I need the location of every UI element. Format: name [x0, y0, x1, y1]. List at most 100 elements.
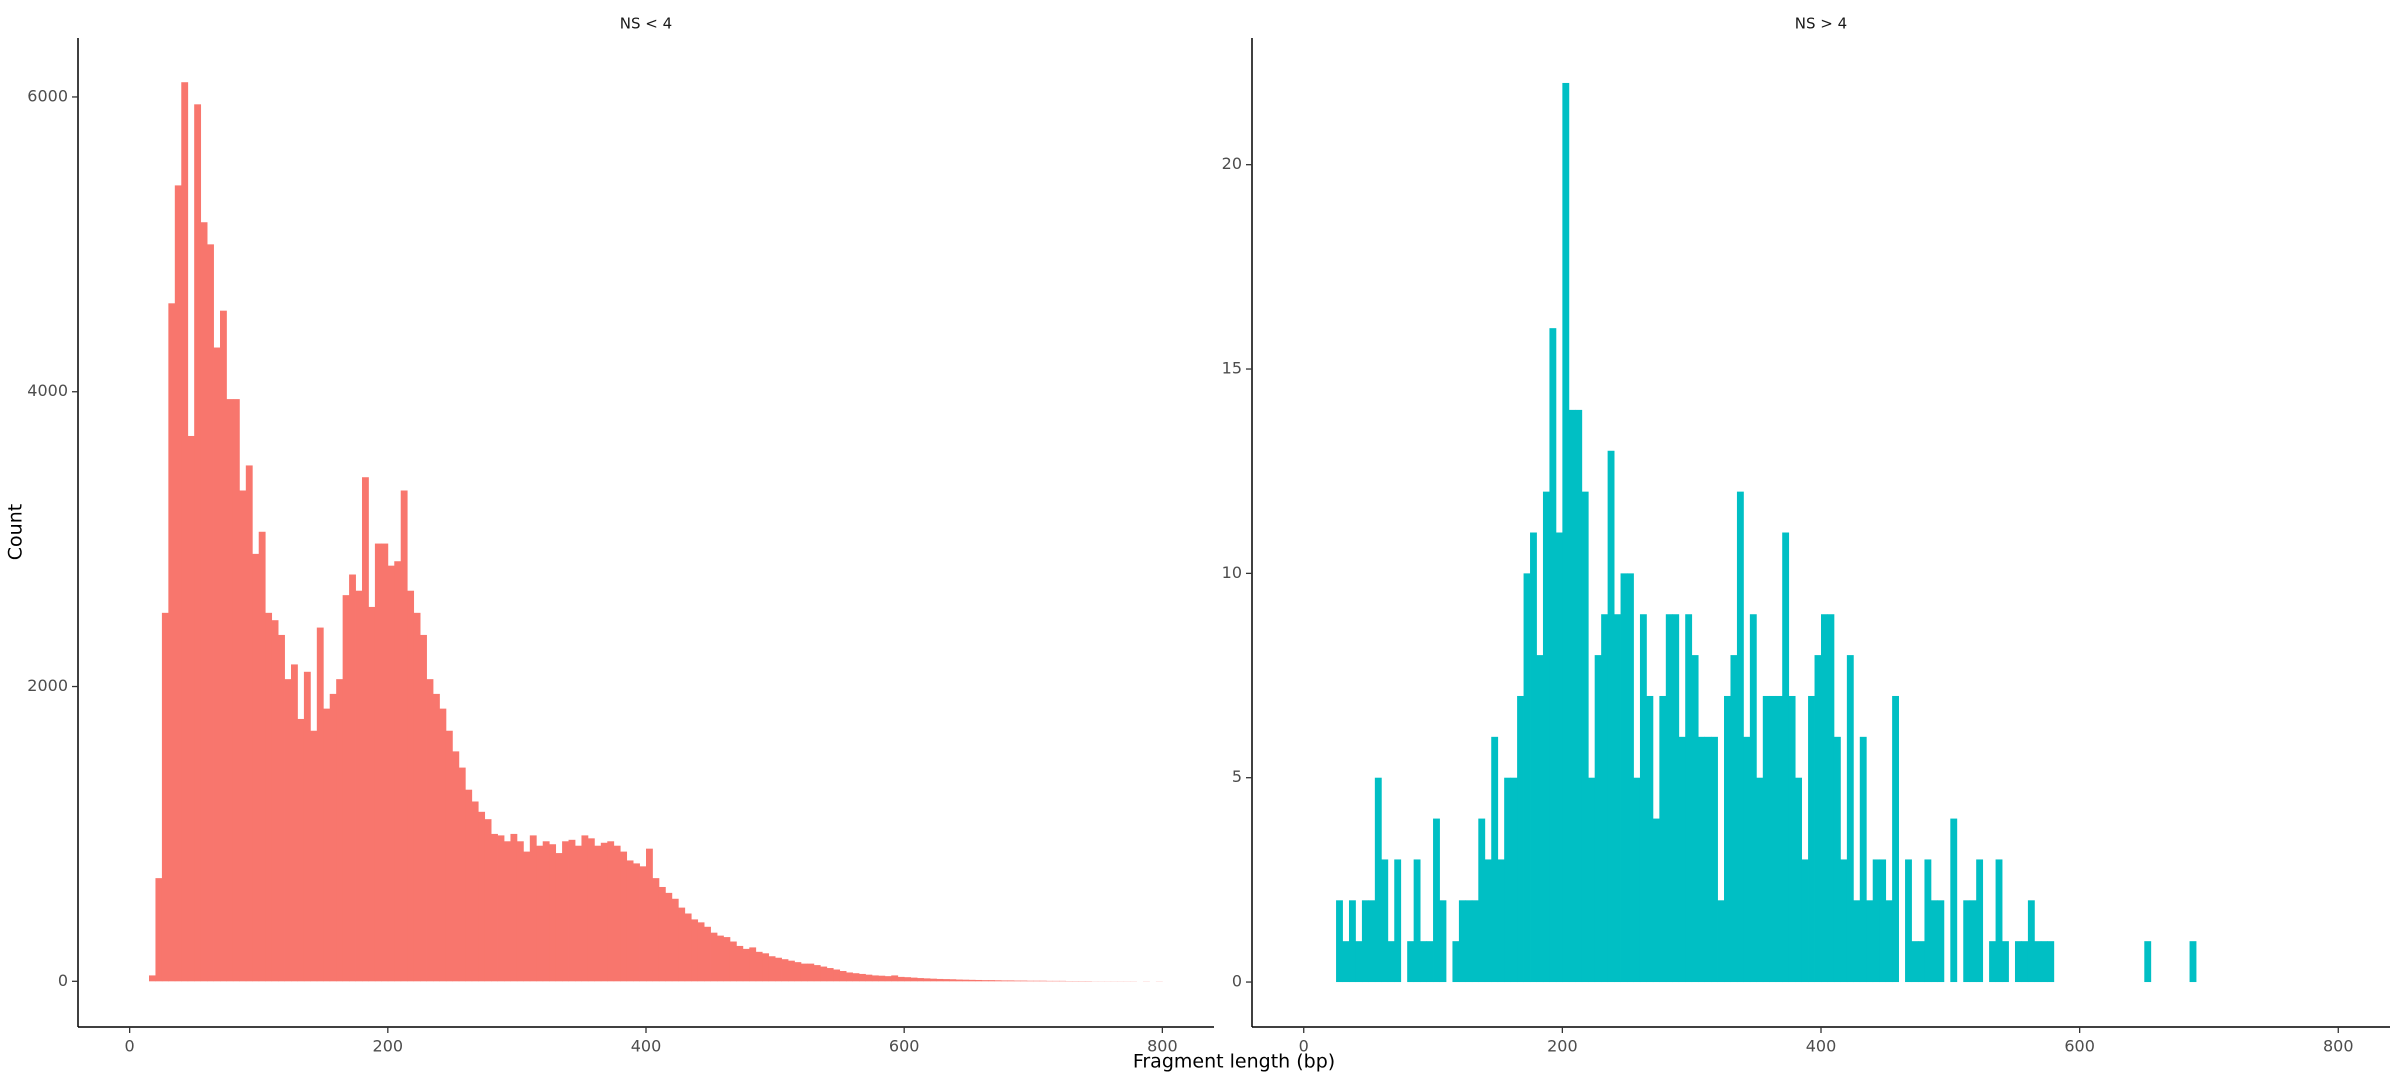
histogram-bar [1562, 82, 1570, 983]
histogram-bar [284, 679, 292, 982]
histogram-bar [1633, 777, 1641, 983]
histogram-bar [387, 565, 395, 982]
histogram-bar [1588, 777, 1596, 983]
histogram-bar [1639, 614, 1647, 983]
histogram-bar [1685, 614, 1693, 983]
histogram-bar [807, 963, 815, 982]
facet-title: NS > 4 [1795, 15, 1847, 33]
histogram-bar [1426, 941, 1434, 983]
histogram-bar [1756, 777, 1764, 983]
histogram-bar [1465, 900, 1473, 983]
histogram-bar [155, 878, 163, 982]
histogram-bar [1930, 900, 1938, 983]
histogram-bar [968, 979, 976, 982]
histogram-bar [271, 620, 279, 982]
histogram-bar [562, 841, 569, 982]
histogram-bar [1665, 614, 1673, 983]
histogram-bar [678, 907, 686, 982]
histogram-bar [1601, 614, 1609, 983]
histogram-bar [833, 969, 841, 982]
histogram-bar [258, 531, 266, 982]
histogram-bar [1646, 695, 1654, 983]
histogram-bar [1969, 900, 1977, 983]
histogram-bar [471, 801, 479, 982]
histogram-bar [962, 979, 970, 982]
histogram-bar [362, 477, 369, 982]
histogram-bar [1627, 573, 1634, 983]
histogram-bar [871, 975, 879, 982]
histogram-bar [800, 963, 808, 982]
histogram-bar [949, 979, 957, 982]
histogram-bar [1937, 900, 1945, 983]
histogram-bar [1833, 736, 1841, 983]
histogram-bar [1523, 573, 1531, 983]
histogram-bar [1387, 941, 1395, 983]
histogram-bar [1846, 655, 1854, 983]
histogram-bar [1840, 859, 1848, 983]
histogram-bar [1336, 900, 1343, 983]
histogram-bar [265, 612, 273, 982]
histogram-bar [181, 82, 189, 982]
histogram-bar [1885, 900, 1893, 983]
histogram-bar [813, 965, 821, 982]
histogram-bar [1394, 859, 1402, 983]
histogram-bar [2002, 941, 2009, 983]
y-tick-label: 2000 [27, 676, 68, 695]
histogram-bar [1504, 777, 1512, 983]
histogram-bar [1795, 777, 1803, 983]
histogram-bar [859, 973, 866, 982]
histogram-bar [1007, 980, 1015, 982]
histogram-bar [323, 708, 331, 982]
histogram-bar [1736, 491, 1744, 983]
histogram-bar [1348, 900, 1356, 983]
y-tick-label: 15 [1222, 359, 1242, 378]
histogram-bar [491, 833, 498, 982]
x-tick-label: 0 [125, 1037, 135, 1056]
y-tick-label: 0 [1232, 972, 1242, 991]
histogram-bar [1433, 818, 1440, 983]
histogram-bar [1691, 655, 1699, 983]
x-tick-label: 800 [2323, 1037, 2354, 1056]
histogram-bar [1497, 859, 1505, 983]
histogram-bar [355, 590, 363, 982]
histogram-bar [1413, 859, 1421, 983]
y-tick-label: 5 [1232, 767, 1242, 786]
histogram-bar [1762, 695, 1770, 983]
histogram-bar [839, 970, 847, 982]
histogram-bar [342, 595, 350, 982]
histogram-bar [568, 839, 576, 982]
histogram-bar [1607, 450, 1615, 983]
y-tick-label: 6000 [27, 86, 68, 105]
histogram-bar [1717, 900, 1725, 983]
histogram-bar [252, 553, 260, 982]
histogram-bar [478, 811, 486, 982]
histogram-bar [1911, 941, 1919, 983]
histogram-bar [523, 851, 531, 982]
histogram-bar [671, 898, 679, 982]
histogram-bar [1859, 736, 1867, 983]
histogram-bar [2144, 941, 2152, 983]
histogram-bar [549, 844, 557, 982]
histogram-bar [1730, 655, 1738, 983]
histogram-bar [626, 860, 634, 982]
histogram-bar [303, 671, 311, 982]
histogram-bar [1711, 736, 1718, 983]
histogram-bar [1769, 695, 1777, 983]
histogram-bar [1555, 532, 1563, 983]
histogram-bar [1374, 777, 1382, 983]
histogram-bar [1420, 941, 1427, 983]
histogram-bar [1963, 900, 1971, 983]
x-tick-label: 200 [373, 1037, 404, 1056]
histogram-bar [897, 976, 905, 982]
histogram-bar [445, 730, 453, 982]
x-tick-label: 0 [1299, 1037, 1309, 1056]
histogram-bar [665, 892, 673, 982]
histogram-bar [381, 543, 389, 982]
histogram-bar [207, 244, 214, 982]
histogram-bar [1620, 573, 1628, 983]
histogram-bar [2047, 941, 2055, 983]
histogram-bar [1652, 818, 1660, 983]
histogram-bar [1749, 614, 1757, 983]
histogram-bar [426, 679, 434, 982]
